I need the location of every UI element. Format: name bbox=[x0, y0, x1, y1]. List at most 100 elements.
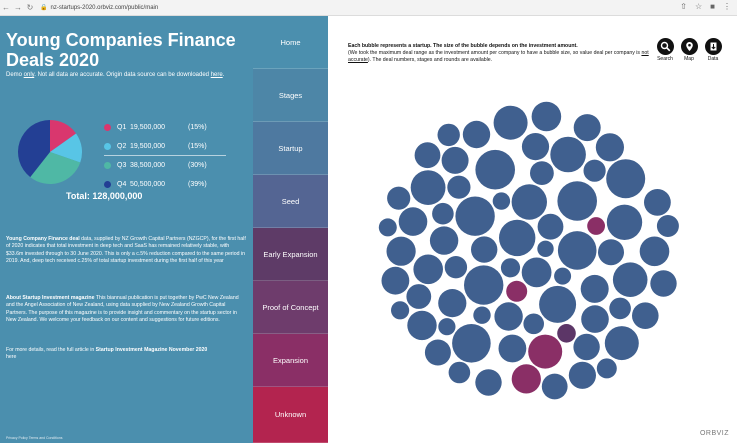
search-button[interactable]: Search bbox=[656, 38, 674, 62]
tab-home[interactable]: Home bbox=[253, 16, 328, 69]
startup-bubble[interactable] bbox=[455, 196, 495, 236]
startup-bubble[interactable] bbox=[581, 305, 609, 333]
startup-bubble[interactable] bbox=[475, 149, 515, 190]
startup-bubble[interactable] bbox=[424, 339, 451, 366]
startup-bubble[interactable] bbox=[438, 289, 467, 318]
startup-bubble[interactable] bbox=[506, 280, 528, 302]
startup-bubble[interactable] bbox=[493, 105, 528, 140]
footer-links[interactable]: Privacy Policy Terms and Conditions bbox=[6, 436, 63, 440]
startup-bubble[interactable] bbox=[537, 240, 554, 257]
startup-bubble[interactable] bbox=[656, 215, 679, 237]
startup-bubble[interactable] bbox=[573, 114, 601, 142]
startup-bubble[interactable] bbox=[471, 236, 498, 263]
startup-bubble[interactable] bbox=[550, 136, 586, 173]
map-button[interactable]: Map bbox=[680, 38, 698, 62]
startup-bubble[interactable] bbox=[537, 213, 564, 240]
startup-bubble[interactable] bbox=[612, 262, 648, 297]
startup-bubble[interactable] bbox=[498, 334, 527, 363]
startup-bubble[interactable] bbox=[539, 285, 577, 323]
download-link[interactable]: here bbox=[210, 72, 223, 78]
startup-bubble[interactable] bbox=[386, 236, 416, 266]
startup-bubble[interactable] bbox=[499, 219, 536, 257]
startup-bubble[interactable] bbox=[438, 318, 456, 336]
startup-bubble[interactable] bbox=[639, 236, 670, 267]
extension-icon[interactable]: ■ bbox=[710, 2, 715, 11]
back-arrow-icon[interactable]: ← bbox=[2, 3, 10, 12]
startup-bubble[interactable] bbox=[644, 189, 671, 216]
startup-bubble[interactable] bbox=[606, 159, 646, 199]
tab-early-expansion[interactable]: Early Expansion bbox=[253, 228, 328, 281]
tab-startup[interactable]: Startup bbox=[253, 122, 328, 175]
startup-bubble[interactable] bbox=[573, 333, 600, 361]
startup-bubble[interactable] bbox=[511, 184, 547, 220]
pie-slice-q3[interactable] bbox=[30, 152, 81, 184]
share-icon[interactable]: ⇧ bbox=[680, 2, 687, 11]
address-bar[interactable]: 🔒 nz-startups-2020.orbviz.com/public/mai… bbox=[40, 4, 158, 12]
startup-bubble[interactable] bbox=[528, 334, 563, 369]
startup-bubble[interactable] bbox=[462, 120, 491, 149]
startup-bubble[interactable] bbox=[381, 266, 410, 295]
startup-bubble[interactable] bbox=[609, 297, 631, 320]
pie-slice-q1[interactable] bbox=[50, 120, 77, 152]
startup-bubble[interactable] bbox=[595, 133, 624, 162]
startup-bubble[interactable] bbox=[604, 326, 639, 361]
article-link[interactable]: here bbox=[6, 354, 17, 361]
startup-bubble[interactable] bbox=[523, 313, 544, 335]
startup-bubble[interactable] bbox=[583, 159, 606, 182]
data-button[interactable]: Data bbox=[704, 38, 722, 62]
startup-bubble[interactable] bbox=[521, 257, 552, 288]
startup-bubble[interactable] bbox=[447, 175, 471, 199]
startup-bubble[interactable] bbox=[580, 274, 609, 303]
pie-slice-q4[interactable] bbox=[18, 120, 50, 178]
startup-bubble[interactable] bbox=[398, 207, 428, 236]
startup-bubble[interactable] bbox=[441, 146, 469, 174]
startup-bubble[interactable] bbox=[492, 192, 511, 210]
startup-bubble[interactable] bbox=[378, 218, 397, 237]
menu-icon[interactable]: ⋮ bbox=[723, 2, 731, 11]
forward-arrow-icon[interactable]: → bbox=[14, 3, 22, 12]
startup-bubble[interactable] bbox=[406, 284, 432, 309]
startup-bubble[interactable] bbox=[407, 310, 437, 341]
startup-bubble[interactable] bbox=[530, 161, 554, 186]
startup-bubble[interactable] bbox=[452, 324, 491, 363]
startup-bubble[interactable] bbox=[413, 254, 443, 285]
startup-bubble[interactable] bbox=[410, 170, 446, 206]
reload-icon[interactable]: ↻ bbox=[26, 3, 34, 12]
startup-bubble[interactable] bbox=[494, 302, 523, 331]
startup-bubble[interactable] bbox=[554, 267, 572, 285]
startup-bubble[interactable] bbox=[587, 217, 605, 235]
startup-bubble[interactable] bbox=[475, 369, 502, 396]
tab-stages[interactable]: Stages bbox=[253, 69, 328, 122]
startup-bubble[interactable] bbox=[531, 101, 562, 132]
startup-bubble[interactable] bbox=[568, 361, 596, 389]
startup-bubble[interactable] bbox=[444, 256, 468, 279]
startup-bubble[interactable] bbox=[557, 324, 576, 343]
startup-bubble[interactable] bbox=[387, 186, 411, 210]
tab-seed[interactable]: Seed bbox=[253, 175, 328, 228]
orbviz-logo: ORBVIZ bbox=[699, 430, 729, 437]
startup-bubble[interactable] bbox=[521, 133, 550, 161]
startup-bubble[interactable] bbox=[432, 202, 454, 225]
tab-proof-of-concept[interactable]: Proof of Concept bbox=[253, 281, 328, 334]
star-icon[interactable]: ☆ bbox=[694, 2, 703, 11]
startup-bubble[interactable] bbox=[541, 373, 568, 400]
startup-bubble[interactable] bbox=[500, 258, 521, 278]
startup-bubble[interactable] bbox=[632, 302, 659, 330]
tab-unknown[interactable]: Unknown bbox=[253, 387, 328, 443]
startup-bubble[interactable] bbox=[414, 142, 441, 169]
pie-slice-q2[interactable] bbox=[50, 133, 83, 163]
startup-bubble[interactable] bbox=[606, 204, 643, 240]
startup-bubble[interactable] bbox=[511, 364, 541, 394]
startup-bubble[interactable] bbox=[557, 181, 597, 221]
startup-bubble[interactable] bbox=[429, 226, 459, 255]
startup-bubble[interactable] bbox=[448, 361, 471, 384]
tab-expansion[interactable]: Expansion bbox=[253, 334, 328, 387]
startup-bubble[interactable] bbox=[557, 231, 597, 270]
startup-bubble[interactable] bbox=[596, 358, 617, 379]
startup-bubble[interactable] bbox=[437, 123, 460, 147]
startup-bubble[interactable] bbox=[391, 301, 410, 320]
startup-bubble[interactable] bbox=[464, 265, 504, 305]
startup-bubble[interactable] bbox=[473, 306, 491, 324]
startup-bubble[interactable] bbox=[598, 239, 624, 266]
startup-bubble[interactable] bbox=[650, 270, 677, 297]
